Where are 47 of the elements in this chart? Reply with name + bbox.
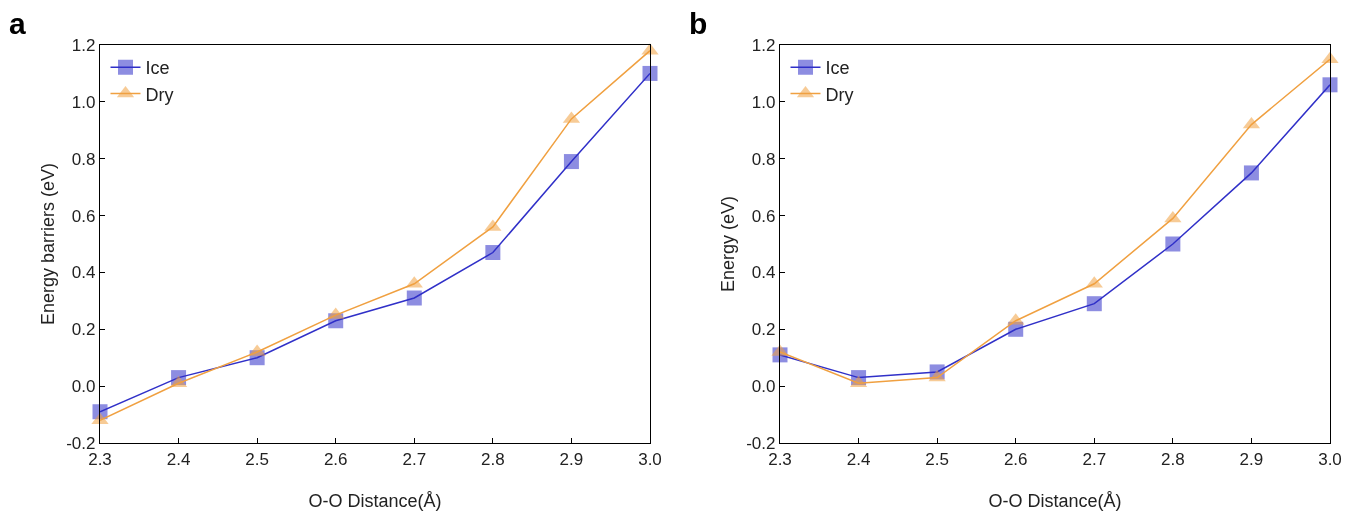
y-tick-label: 0.2 bbox=[751, 320, 776, 340]
x-tick-label: 3.0 bbox=[1318, 449, 1342, 469]
x-tick-label: 2.9 bbox=[1239, 449, 1264, 469]
x-tick-label: 2.7 bbox=[402, 449, 427, 469]
point bbox=[1165, 236, 1181, 252]
x-tick-label: 2.5 bbox=[245, 449, 269, 469]
point bbox=[642, 65, 658, 81]
x-tick-label: 2.8 bbox=[1161, 449, 1185, 469]
y-tick-label: 0.0 bbox=[71, 377, 96, 397]
y-tick-label: 0.0 bbox=[751, 377, 776, 397]
x-tick-label: 2.4 bbox=[846, 449, 871, 469]
y-tick-label: 1.0 bbox=[71, 92, 96, 112]
x-axis-title: O-O Distance(Å) bbox=[988, 491, 1122, 512]
x-tick-label: 2.5 bbox=[925, 449, 949, 469]
legend-label: Ice bbox=[825, 58, 850, 79]
y-tick-label: 1.0 bbox=[751, 92, 776, 112]
legend-label: Dry bbox=[825, 84, 854, 105]
y-tick-label: 1.2 bbox=[71, 35, 96, 55]
y-tick-label: 0.2 bbox=[71, 320, 96, 340]
y-tick-label: 0.8 bbox=[71, 149, 96, 169]
text: a bbox=[9, 7, 26, 40]
y-tick-label: 0.6 bbox=[751, 206, 776, 226]
x-axis-title: O-O Distance(Å) bbox=[308, 491, 442, 512]
point bbox=[1086, 296, 1102, 312]
y-tick-label: 0.8 bbox=[751, 149, 776, 169]
point bbox=[1322, 77, 1338, 93]
point bbox=[406, 290, 422, 306]
x-tick-label: 2.4 bbox=[166, 449, 191, 469]
y-axis-title: Energy barriers (eV) bbox=[37, 162, 58, 326]
x-tick-label: 3.0 bbox=[638, 449, 662, 469]
legend-label: Ice bbox=[145, 58, 170, 79]
point bbox=[563, 154, 579, 170]
y-tick-label: 0.4 bbox=[71, 263, 96, 283]
point bbox=[485, 245, 501, 261]
x-tick-label: 2.7 bbox=[1082, 449, 1107, 469]
y-axis-title: Energy (eV) bbox=[717, 195, 738, 293]
y-tick-label: 1.2 bbox=[751, 35, 776, 55]
y-tick-label: 0.6 bbox=[71, 206, 96, 226]
y-tick-label: 0.4 bbox=[751, 263, 776, 283]
x-tick-label: 2.8 bbox=[481, 449, 505, 469]
text: b bbox=[689, 7, 708, 40]
legend-label: Dry bbox=[145, 84, 174, 105]
point bbox=[1243, 165, 1259, 181]
x-tick-label: 2.6 bbox=[1003, 449, 1028, 469]
x-tick-label: 2.6 bbox=[323, 449, 348, 469]
x-tick-label: 2.9 bbox=[559, 449, 584, 469]
point bbox=[1164, 210, 1182, 223]
